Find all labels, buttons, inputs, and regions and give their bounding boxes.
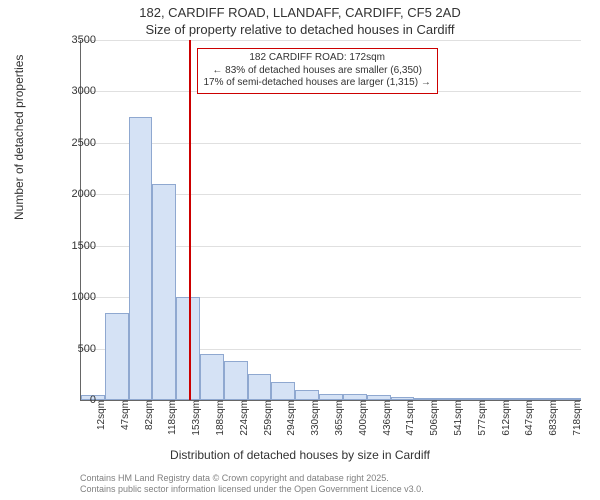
x-tick: 82sqm	[144, 400, 155, 450]
x-tick: 259sqm	[263, 400, 274, 450]
x-tick: 612sqm	[501, 400, 512, 450]
credits-line2: Contains public sector information licen…	[80, 484, 424, 496]
x-tick: 577sqm	[477, 400, 488, 450]
y-axis-label: Number of detached properties	[12, 55, 26, 220]
y-tick: 3500	[56, 34, 96, 46]
histogram-bar	[248, 374, 272, 400]
gridline	[81, 40, 581, 41]
x-axis-label: Distribution of detached houses by size …	[0, 448, 600, 462]
x-tick: 188sqm	[215, 400, 226, 450]
x-tick: 118sqm	[167, 400, 178, 450]
x-tick: 541sqm	[453, 400, 464, 450]
y-tick: 1500	[56, 240, 96, 252]
x-tick: 718sqm	[572, 400, 583, 450]
y-tick: 1000	[56, 291, 96, 303]
y-tick: 0	[56, 394, 96, 406]
marker-line	[189, 40, 191, 400]
y-tick: 2500	[56, 137, 96, 149]
x-tick: 330sqm	[310, 400, 321, 450]
x-tick: 365sqm	[334, 400, 345, 450]
y-tick: 3000	[56, 85, 96, 97]
x-tick: 47sqm	[120, 400, 131, 450]
y-tick: 2000	[56, 188, 96, 200]
x-tick: 506sqm	[429, 400, 440, 450]
y-tick: 500	[56, 343, 96, 355]
x-tick: 224sqm	[239, 400, 250, 450]
histogram-bar	[152, 184, 176, 400]
x-tick: 400sqm	[358, 400, 369, 450]
histogram-bar	[129, 117, 153, 400]
callout-line1: 182 CARDIFF ROAD: 172sqm	[204, 52, 431, 65]
credits-line1: Contains HM Land Registry data © Crown c…	[80, 473, 424, 485]
x-tick: 647sqm	[524, 400, 535, 450]
x-tick: 294sqm	[286, 400, 297, 450]
chart-container: 182, CARDIFF ROAD, LLANDAFF, CARDIFF, CF…	[0, 0, 600, 500]
histogram-bar	[200, 354, 224, 400]
x-tick: 471sqm	[405, 400, 416, 450]
plot-area: 182 CARDIFF ROAD: 172sqm← 83% of detache…	[80, 40, 581, 401]
credits: Contains HM Land Registry data © Crown c…	[80, 473, 424, 496]
histogram-bar	[105, 313, 129, 400]
histogram-bar	[295, 390, 319, 400]
x-tick: 153sqm	[191, 400, 202, 450]
x-tick: 12sqm	[96, 400, 107, 450]
callout-line2: ← 83% of detached houses are smaller (6,…	[204, 65, 431, 78]
gridline	[81, 143, 581, 144]
x-tick: 436sqm	[382, 400, 393, 450]
chart-title-line1: 182, CARDIFF ROAD, LLANDAFF, CARDIFF, CF…	[0, 5, 600, 20]
callout-line3: 17% of semi-detached houses are larger (…	[204, 77, 431, 90]
x-tick: 683sqm	[548, 400, 559, 450]
histogram-bar	[271, 382, 295, 401]
histogram-bar	[224, 361, 248, 400]
callout-box: 182 CARDIFF ROAD: 172sqm← 83% of detache…	[197, 48, 438, 94]
